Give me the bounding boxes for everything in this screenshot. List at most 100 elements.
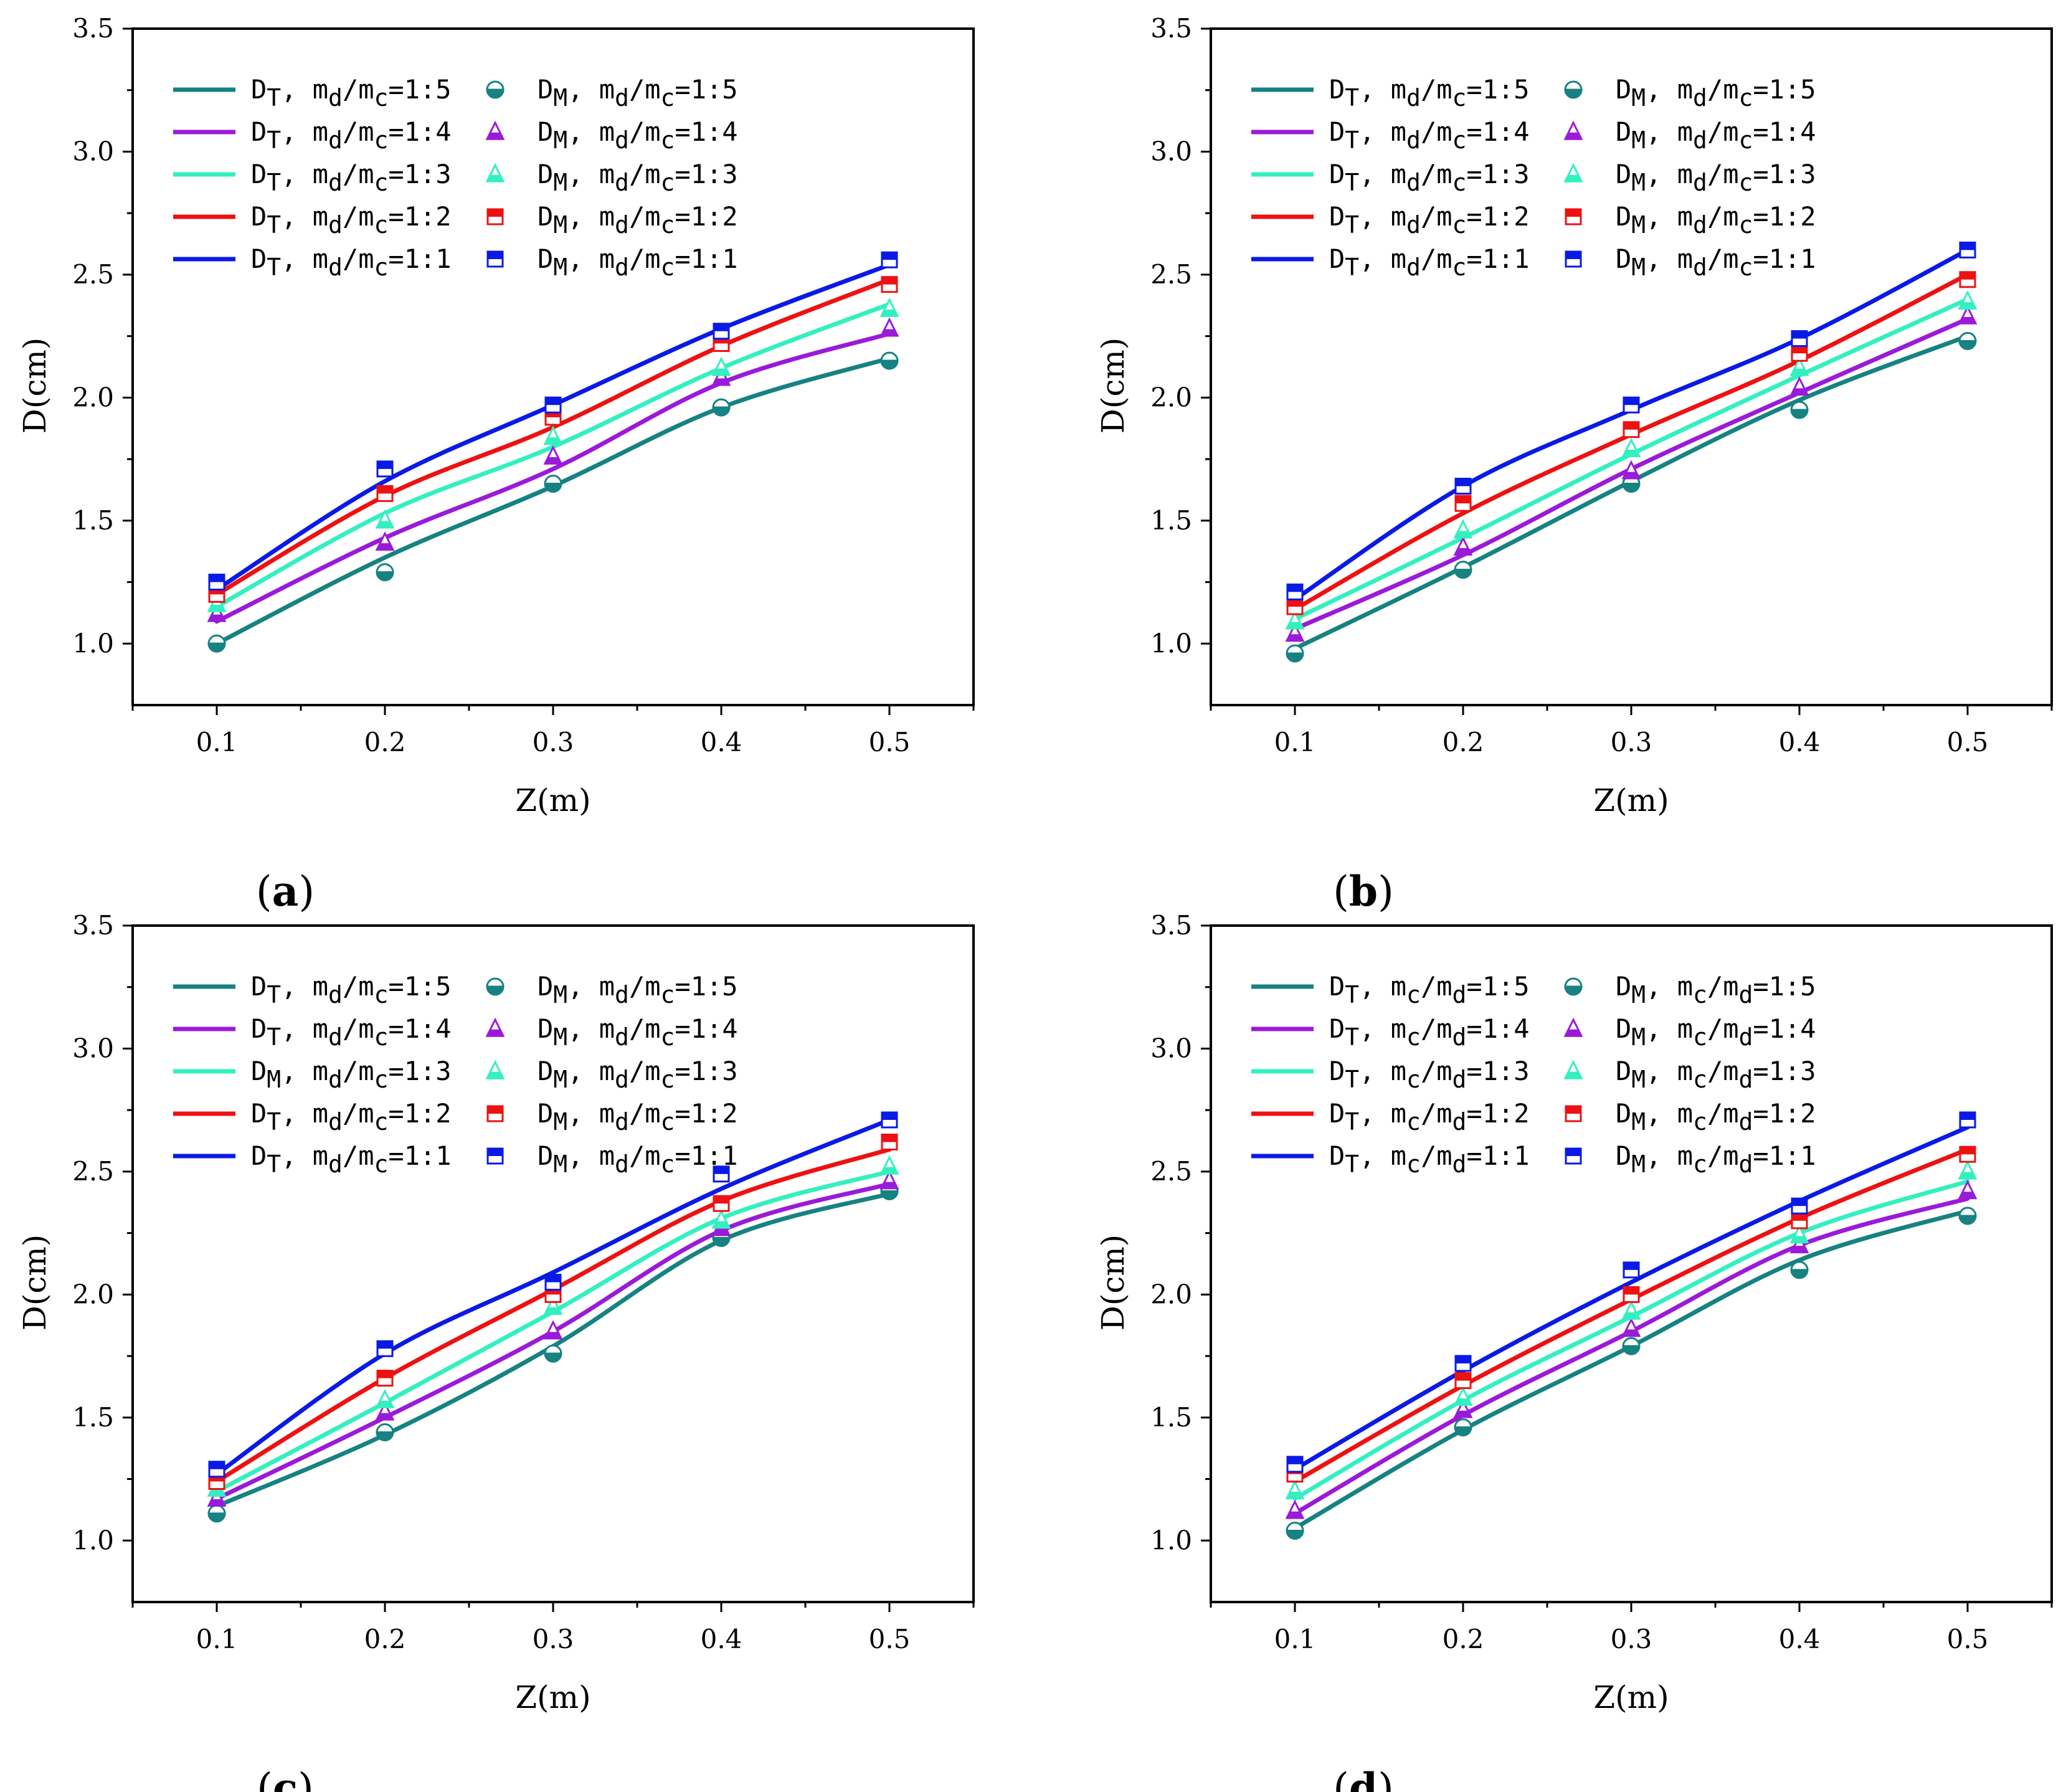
legend-marker-swatch: [1565, 1029, 1581, 1036]
legend-text: , m: [1646, 74, 1693, 105]
data-point-5-2: [1622, 483, 1641, 493]
y-axis-label: D(cm): [17, 338, 53, 434]
legend-subscript: T: [1345, 1023, 1359, 1051]
legend-text: =1:2: [388, 1098, 451, 1129]
legend-label: DM, md/mc=1:3: [1616, 159, 1816, 196]
legend-text: =1:5: [675, 971, 737, 1002]
legend-subscript: d: [1452, 1023, 1467, 1051]
legend-label: DM, mc/md=1:3: [1616, 1056, 1816, 1093]
data-point-9-1: [377, 461, 392, 469]
legend-subscript: c: [661, 84, 675, 111]
legend-text: /m: [343, 971, 374, 1002]
legend-text: , m: [1646, 201, 1693, 232]
legend-text: /m: [1707, 244, 1739, 274]
legend-subscript: d: [1739, 1023, 1753, 1051]
legend-label: DT, md/mc=1:1: [251, 1140, 452, 1178]
legend-text: /m: [629, 201, 661, 232]
legend-label: DM, md/mc=1:2: [1616, 201, 1816, 239]
legend-label: DT, mc/md=1:3: [1329, 1056, 1530, 1093]
legend-text: , m: [1359, 1098, 1406, 1129]
legend-subscript: M: [553, 1023, 567, 1051]
legend-label: DT, mc/md=1:2: [1329, 1098, 1530, 1135]
legend-text: , m: [281, 1140, 328, 1171]
legend-label: DT, md/mc=1:4: [251, 1013, 452, 1051]
data-point-6-2: [545, 1332, 561, 1339]
legend-label: DM, md/mc=1:5: [538, 74, 738, 111]
data-point-9-0: [209, 574, 224, 582]
panel-label: (d): [1333, 1764, 1394, 1792]
data-point-5-4: [880, 359, 899, 370]
legend-marker-swatch: [488, 252, 503, 259]
legend-label: DM, md/mc=1:3: [538, 159, 738, 196]
legend-text: D: [1329, 244, 1345, 274]
legend-text: D: [1329, 1098, 1345, 1129]
legend-marker-swatch-top: [486, 977, 505, 988]
legend-marker-swatch: [487, 132, 503, 140]
legend-text: =1:2: [1466, 1098, 1529, 1129]
legend-text: =1:4: [1466, 116, 1529, 147]
legend-text: =1:2: [1753, 201, 1816, 232]
data-point-7-4: [1959, 302, 1976, 309]
legend-subscript: M: [1631, 169, 1646, 196]
legend-subscript: c: [661, 981, 675, 1008]
data-point-6-4: [881, 329, 898, 336]
legend-subscript: c: [374, 254, 389, 281]
legend-text: =1:3: [1466, 1056, 1529, 1086]
panel-label: (a): [256, 867, 315, 916]
legend-text: /m: [1707, 1013, 1739, 1044]
legend-label: DT, md/mc=1:5: [251, 74, 452, 111]
legend-text: =1:1: [675, 244, 737, 274]
legend-text: /m: [629, 74, 661, 105]
data-point-8-1: [1456, 1373, 1471, 1381]
legend-subscript: T: [267, 84, 281, 111]
legend-text: D: [1616, 1056, 1631, 1086]
data-point-8-1: [1456, 496, 1471, 504]
legend-text: /m: [629, 116, 661, 147]
legend-subscript: d: [1406, 84, 1421, 111]
legend-label: DM, md/mc=1:3: [538, 1056, 738, 1093]
y-tick-label: 2.0: [72, 1279, 114, 1309]
legend-text: , m: [567, 244, 615, 274]
legend-text: =1:5: [1466, 971, 1529, 1002]
legend-text: /m: [343, 1098, 374, 1129]
legend-label: DM, md/mc=1:1: [538, 244, 738, 281]
legend-text: D: [251, 1098, 267, 1129]
legend-text: /m: [343, 159, 374, 189]
legend-text: , m: [1646, 1013, 1693, 1044]
legend-subscript: T: [267, 254, 281, 281]
legend-text: , m: [281, 159, 328, 189]
legend-text: =1:3: [1466, 159, 1529, 189]
data-point-5-2-top: [544, 1344, 562, 1355]
x-tick-label: 0.4: [1779, 727, 1821, 757]
panel-label: (c): [257, 1764, 314, 1792]
legend-marker-swatch-top: [1564, 977, 1583, 988]
legend-subscript: d: [1693, 169, 1707, 196]
legend-text: /m: [629, 1013, 661, 1044]
legend-text: /m: [1421, 1140, 1452, 1171]
legend-subscript: c: [1739, 254, 1753, 281]
x-tick-label: 0.4: [701, 727, 742, 757]
legend-subscript: d: [328, 1023, 343, 1051]
legend-subscript: M: [1631, 254, 1646, 281]
legend-text: =1:4: [675, 116, 737, 147]
x-tick-label: 0.3: [533, 727, 574, 757]
y-tick-label: 3.5: [1150, 910, 1192, 941]
data-point-9-1: [377, 1341, 392, 1349]
legend-text: D: [538, 74, 553, 105]
legend-label: DT, md/mc=1:2: [1329, 201, 1530, 239]
legend-marker-swatch-top: [1564, 80, 1583, 91]
legend-text: , m: [1359, 244, 1406, 274]
legend-text: D: [1329, 74, 1345, 105]
legend-marker-swatch-top: [486, 80, 505, 91]
legend-text: D: [251, 244, 267, 274]
legend-subscript: d: [615, 1066, 629, 1093]
legend-text: =1:1: [1753, 244, 1816, 274]
legend-marker-swatch: [1564, 88, 1583, 99]
y-tick-label: 1.0: [1150, 1525, 1192, 1555]
legend-text: =1:3: [675, 159, 737, 189]
legend-subscript: d: [1693, 126, 1707, 154]
legend-text: D: [538, 971, 553, 1002]
data-point-5-0: [1286, 652, 1304, 663]
legend-marker-swatch: [1566, 252, 1581, 259]
legend-subscript: M: [1631, 126, 1646, 154]
